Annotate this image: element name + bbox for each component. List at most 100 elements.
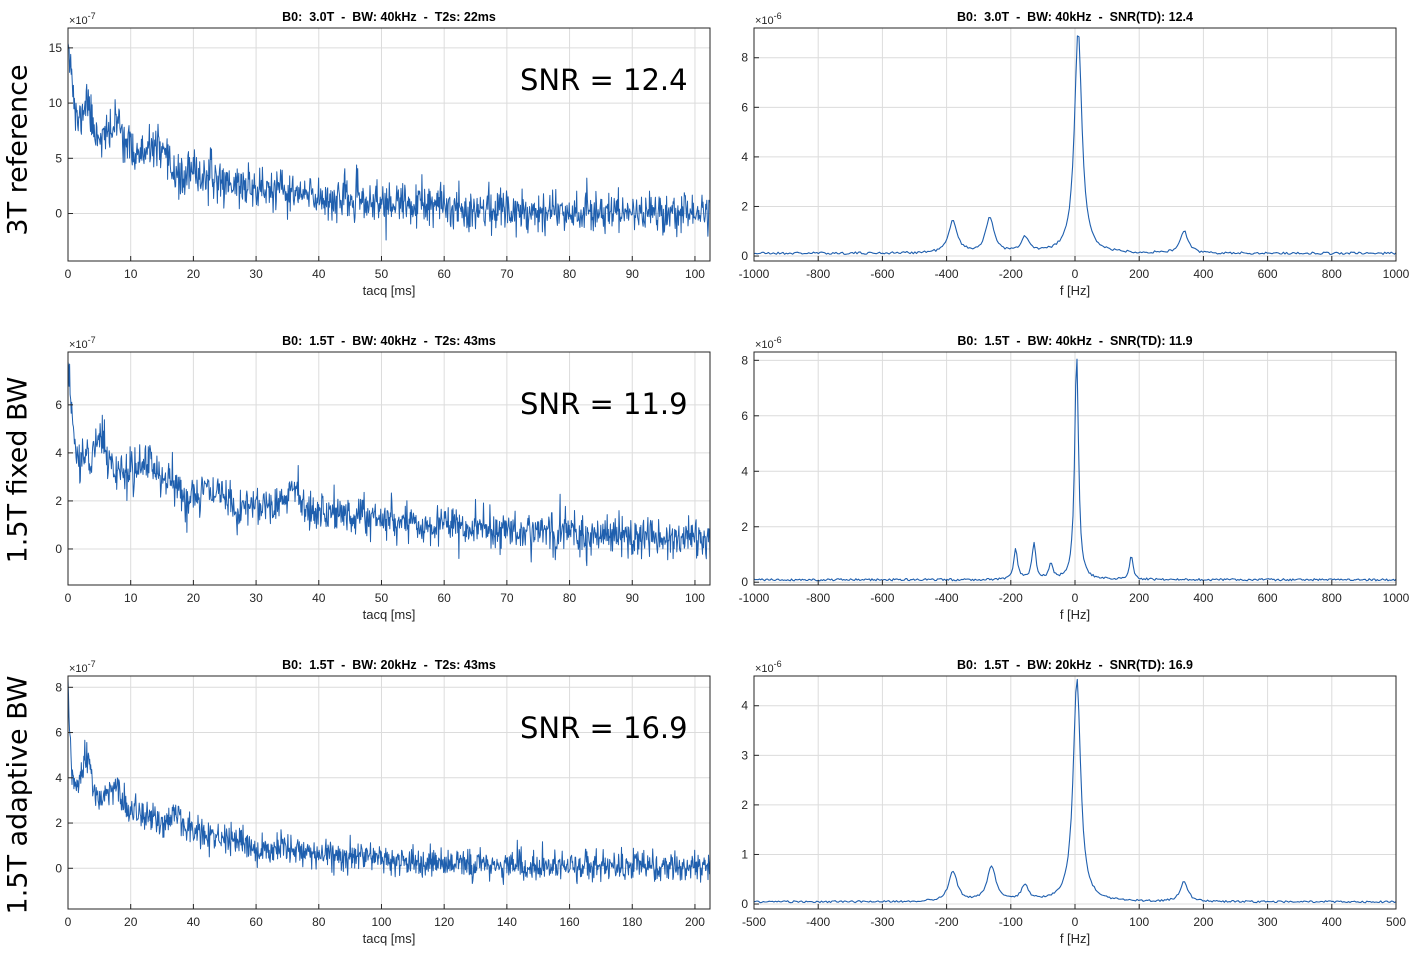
chart-title: B0: 3.0T - BW: 40kHz - SNR(TD): 12.4 xyxy=(957,10,1193,24)
chart-title: B0: 1.5T - BW: 40kHz - SNR(TD): 11.9 xyxy=(957,334,1192,348)
data-line xyxy=(754,35,1397,255)
x-tick-label: -800 xyxy=(806,267,830,281)
y-tick-label: 4 xyxy=(55,771,62,785)
x-tick-label: 70 xyxy=(500,591,514,605)
chart-title: B0: 3.0T - BW: 40kHz - T2s: 22ms xyxy=(282,10,496,24)
x-tick-label: -400 xyxy=(935,267,959,281)
x-tick-label: 200 xyxy=(1129,267,1149,281)
chart-fd_3T: -1000 -800 -600 -400 -200 0 200 400 600 800 1000 0 2… xyxy=(739,10,1410,298)
y-tick-label: 0 xyxy=(741,897,748,911)
x-tick-label: 0 xyxy=(1072,267,1079,281)
y-tick-label: 2 xyxy=(55,816,62,830)
y-tick-label: 3 xyxy=(741,748,748,762)
x-tick-label: -400 xyxy=(806,915,830,929)
x-tick-label: -200 xyxy=(999,591,1023,605)
x-tick-label: 0 xyxy=(65,267,72,281)
y-tick-label: 2 xyxy=(741,199,748,213)
x-tick-label: 160 xyxy=(560,915,580,929)
y-tick-label: 6 xyxy=(741,409,748,423)
x-tick-label: 100 xyxy=(1129,915,1149,929)
y-tick-label: 0 xyxy=(55,207,62,221)
y-tick-label: 2 xyxy=(741,798,748,812)
chart-td_3T: 0 10 20 30 40 50 60 70 80 90 100 0 5 10 15 ×10-7 B0: 3.0… xyxy=(49,10,711,298)
x-tick-label: 500 xyxy=(1386,915,1406,929)
x-tick-label: 50 xyxy=(375,591,389,605)
x-tick-label: 100 xyxy=(685,267,705,281)
x-axis-label: tacq [ms] xyxy=(363,283,416,298)
x-tick-label: -1000 xyxy=(739,591,770,605)
x-tick-label: 100 xyxy=(371,915,391,929)
x-tick-label: 0 xyxy=(1072,915,1079,929)
data-line xyxy=(67,43,711,241)
y-tick-label: 2 xyxy=(55,494,62,508)
axis-exponent-power: -6 xyxy=(774,659,782,669)
y-tick-label: 0 xyxy=(741,249,748,263)
x-tick-label: 40 xyxy=(187,915,201,929)
chart-fd_15T_fixed: -1000 -800 -600 -400 -200 0 200 400 600 800 1000 0 2… xyxy=(739,334,1410,622)
x-tick-label: 20 xyxy=(187,591,201,605)
x-tick-label: 0 xyxy=(1072,591,1079,605)
x-tick-label: 0 xyxy=(65,915,72,929)
data-line xyxy=(753,358,1397,582)
x-tick-label: -100 xyxy=(999,915,1023,929)
x-tick-label: 90 xyxy=(626,267,640,281)
x-tick-label: 0 xyxy=(65,591,72,605)
y-tick-label: 0 xyxy=(55,542,62,556)
axis-exponent-power: -6 xyxy=(774,11,782,21)
x-tick-label: 40 xyxy=(312,591,326,605)
axis-exponent-label: ×10-6 xyxy=(755,335,782,351)
data-line xyxy=(753,678,1397,904)
chart-title: B0: 1.5T - BW: 40kHz - T2s: 43ms xyxy=(282,334,496,348)
x-axis-label: f [Hz] xyxy=(1060,931,1090,946)
y-tick-label: 4 xyxy=(741,699,748,713)
plot-area xyxy=(68,352,710,585)
x-tick-label: 180 xyxy=(622,915,642,929)
x-tick-label: 200 xyxy=(685,915,705,929)
axes-box xyxy=(67,27,711,262)
x-tick-label: 200 xyxy=(1193,915,1213,929)
chart-td_15T_fixed: 0 10 20 30 40 50 60 70 80 90 100 0 2 4 6 ×10-7 B0: 1.5T … xyxy=(55,334,711,622)
x-tick-label: 400 xyxy=(1193,267,1213,281)
x-tick-label: 20 xyxy=(124,915,138,929)
y-tick-label: 6 xyxy=(55,726,62,740)
x-tick-label: -600 xyxy=(870,591,894,605)
x-tick-label: 600 xyxy=(1258,591,1278,605)
y-tick-label: 6 xyxy=(741,100,748,114)
x-tick-label: -800 xyxy=(806,591,830,605)
x-axis-label: f [Hz] xyxy=(1060,607,1090,622)
x-tick-label: 80 xyxy=(563,267,577,281)
x-tick-label: 40 xyxy=(312,267,326,281)
snr-annotation: SNR = 16.9 xyxy=(520,711,688,745)
axis-exponent-label: ×10-7 xyxy=(69,659,96,675)
y-tick-label: 2 xyxy=(741,520,748,534)
y-tick-label: 8 xyxy=(741,353,748,367)
x-tick-label: 140 xyxy=(497,915,517,929)
x-tick-label: 90 xyxy=(626,591,640,605)
x-tick-label: 60 xyxy=(249,915,263,929)
chart-title: B0: 1.5T - BW: 20kHz - T2s: 43ms xyxy=(282,658,496,672)
chart-fd_15T_adaptive: -500 -400 -300 -200 -100 0 100 200 300 400 500 0 1 2 3… xyxy=(741,658,1406,946)
x-tick-label: 800 xyxy=(1322,267,1342,281)
axis-exponent-label: ×10-7 xyxy=(69,335,96,351)
y-tick-label: 0 xyxy=(55,861,62,875)
x-tick-label: 100 xyxy=(685,591,705,605)
x-tick-label: 80 xyxy=(563,591,577,605)
x-tick-label: 10 xyxy=(124,267,138,281)
data-line xyxy=(67,361,711,567)
y-tick-label: 5 xyxy=(55,151,62,165)
y-tick-label: 8 xyxy=(741,51,748,65)
axis-exponent-label: ×10-6 xyxy=(755,659,782,675)
x-axis-label: tacq [ms] xyxy=(363,607,416,622)
x-tick-label: 20 xyxy=(187,267,201,281)
axis-exponent-power: -6 xyxy=(774,335,782,345)
x-tick-label: 1000 xyxy=(1383,267,1410,281)
plot-area xyxy=(68,676,710,909)
x-tick-label: 400 xyxy=(1322,915,1342,929)
x-tick-label: 800 xyxy=(1322,591,1342,605)
x-tick-label: 50 xyxy=(375,267,389,281)
x-tick-label: 60 xyxy=(437,591,451,605)
y-tick-label: 4 xyxy=(741,464,748,478)
x-tick-label: 10 xyxy=(124,591,138,605)
x-axis-label: tacq [ms] xyxy=(363,931,416,946)
